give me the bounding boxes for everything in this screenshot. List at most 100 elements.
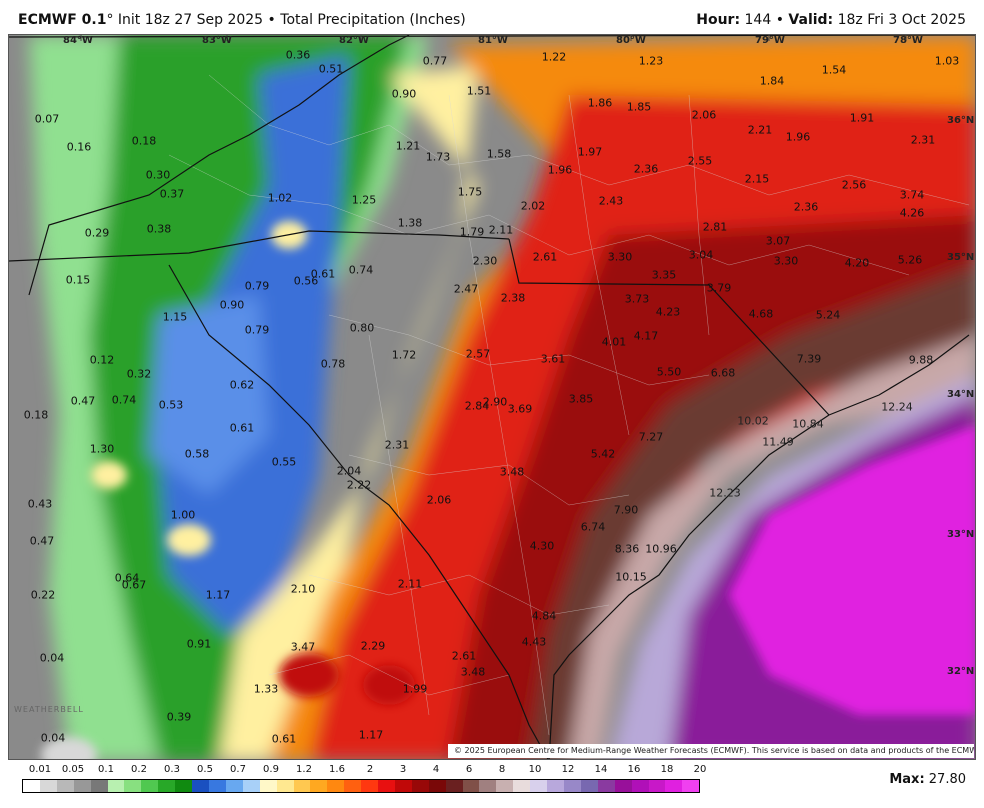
legend-swatch [259,780,277,792]
precip-value: 0.90 [391,87,417,101]
legend-swatch [513,780,531,792]
init-time: Init 18z 27 Sep 2025 [117,12,264,28]
precip-value: 2.36 [633,162,659,176]
legend-swatch [208,780,226,792]
precip-value: 0.37 [159,187,185,201]
legend-swatch [276,780,294,792]
precip-value: 1.58 [486,147,512,161]
precip-value: 4.23 [655,305,681,319]
precip-value: 0.18 [23,408,49,422]
legend-tick-label: 3 [399,764,407,775]
precip-value: 2.36 [793,200,819,214]
precip-value: 6.68 [710,366,736,380]
precip-value: 0.15 [65,273,91,287]
legend-swatch [530,780,548,792]
lon-label-80: 80°W [616,35,646,46]
precip-value: 0.16 [66,140,92,154]
legend-tick-label: 0.5 [197,764,213,775]
legend-swatch [90,780,108,792]
legend-tick-label: 6 [465,764,473,775]
precip-value: 0.61 [310,267,336,281]
legend-swatch [175,780,193,792]
precip-value: 2.21 [747,123,773,137]
legend-swatch [107,780,125,792]
precip-value: 3.61 [540,352,566,366]
valid-info: Hour: 144 • Valid: 18z Fri 3 Oct 2025 [696,12,966,28]
legend-swatch [378,780,395,792]
lon-label-84: 84°W [63,35,93,46]
precip-value: 3.74 [899,188,925,202]
lon-label-81: 81°W [478,35,508,46]
precip-value: 1.22 [541,50,567,64]
legend-swatch [56,780,74,792]
legend-tick-label: 0.05 [61,764,85,775]
legend-swatch [394,780,412,792]
precip-value: 1.33 [253,682,279,696]
lon-label-83: 83°W [202,35,232,46]
precip-value: 2.47 [453,282,479,296]
precip-value: 1.75 [457,185,483,199]
precip-value: 1.86 [587,96,613,110]
precip-value: 0.30 [145,168,171,182]
legend-swatch [665,780,683,792]
precip-value: 1.02 [267,191,293,205]
precip-value: 2.43 [598,194,624,208]
precip-value: 2.10 [290,582,316,596]
precip-value: 3.69 [507,402,533,416]
precip-value: 2.38 [500,291,526,305]
precip-value: 10.15 [615,570,647,584]
precip-value: 5.42 [590,447,616,461]
precip-value: 4.17 [633,329,659,343]
legend-tick-label: 0.3 [164,764,180,775]
precip-value: 4.84 [531,609,557,623]
legend-swatch [445,780,463,792]
precip-value: 2.84 [464,399,490,413]
precip-value: 1.96 [547,163,573,177]
precip-value: 3.48 [499,465,525,479]
precip-value: 2.61 [532,250,558,264]
precip-value: 2.81 [702,220,728,234]
model-name: ECMWF 0.1 [18,12,107,28]
precip-value: 0.55 [271,455,297,469]
lat-label-36: 36°N [947,115,975,126]
precip-value: 1.96 [785,130,811,144]
precip-value: 1.25 [351,193,377,207]
precip-value: 0.32 [126,367,152,381]
precip-value: 0.61 [229,421,255,435]
precip-value: 7.27 [638,430,664,444]
precip-value: 0.38 [146,222,172,236]
lat-label-34: 34°N [947,389,975,400]
legend-swatch [462,780,480,792]
lon-label-78: 78°W [893,35,923,46]
precip-value: 10.02 [737,414,769,428]
legend-swatch [580,780,598,792]
precip-value: 3.79 [706,281,732,295]
precip-value: 11.49 [762,435,794,449]
precip-value: 2.04 [336,464,362,478]
max-label: Max: [889,772,925,787]
precip-value: 0.04 [39,651,65,665]
lat-label-32: 32°N [947,666,975,677]
precip-value: 4.68 [748,307,774,321]
legend-swatch [158,780,176,792]
precip-value: 0.53 [158,398,184,412]
legend-tick-label: 4 [432,764,440,775]
precip-value: 3.30 [773,254,799,268]
legend-swatch [361,780,379,792]
valid-label: Valid: [788,12,834,28]
legend-swatch [411,780,429,792]
precip-value: 0.80 [349,321,375,335]
legend-tick-label: 16 [627,764,641,775]
precip-value: 2.57 [465,347,491,361]
precip-value: 2.22 [346,478,372,492]
precip-value: 0.90 [219,298,245,312]
color-legend: 0.01 0.05 0.1 0.2 0.3 0.5 0.7 0.9 1.2 1.6 2 3 4 6 8 10 1… [22,764,706,804]
precip-value: 3.48 [460,665,486,679]
precip-value: 2.30 [472,254,498,268]
legend-tick-label: 0.9 [263,764,279,775]
precip-value: 0.51 [318,62,344,76]
legend-tick-label: 0.1 [98,764,114,775]
precip-value: 2.11 [397,577,423,591]
precip-value: 2.06 [426,493,452,507]
legend-tick-label: 8 [498,764,506,775]
